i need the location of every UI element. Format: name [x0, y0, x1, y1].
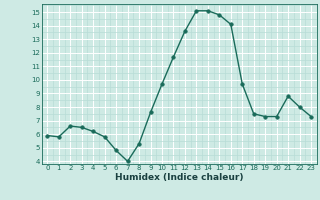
X-axis label: Humidex (Indice chaleur): Humidex (Indice chaleur)	[115, 173, 244, 182]
